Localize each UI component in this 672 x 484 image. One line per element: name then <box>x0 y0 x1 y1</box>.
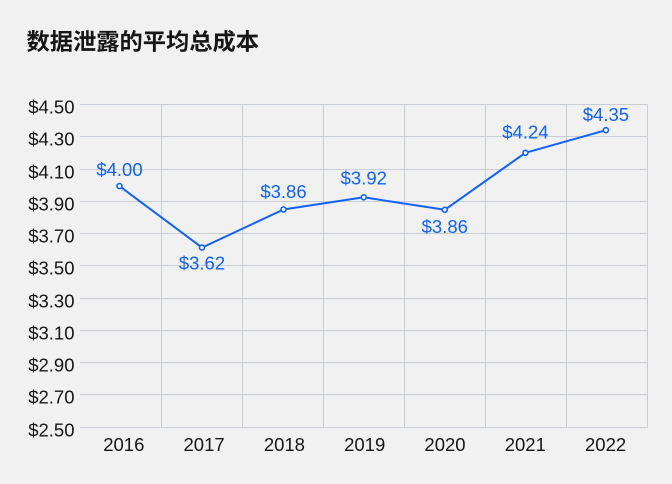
svg-text:$3.86: $3.86 <box>422 216 468 237</box>
svg-text:$3.10: $3.10 <box>28 322 74 343</box>
svg-text:$2.90: $2.90 <box>28 354 74 375</box>
svg-text:$3.62: $3.62 <box>179 252 225 273</box>
svg-text:$3.92: $3.92 <box>341 168 387 189</box>
svg-text:2021: 2021 <box>505 434 546 455</box>
svg-text:2017: 2017 <box>184 434 225 455</box>
svg-text:$4.35: $4.35 <box>583 104 629 125</box>
svg-text:2018: 2018 <box>264 434 305 455</box>
svg-text:$3.90: $3.90 <box>28 193 74 214</box>
svg-text:$3.70: $3.70 <box>28 225 74 246</box>
svg-text:$4.30: $4.30 <box>28 128 74 149</box>
svg-text:2016: 2016 <box>103 434 144 455</box>
svg-text:$4.10: $4.10 <box>28 161 74 182</box>
svg-text:$4.50: $4.50 <box>28 96 74 117</box>
svg-text:$2.50: $2.50 <box>28 419 74 440</box>
svg-text:2022: 2022 <box>585 434 626 455</box>
svg-text:2020: 2020 <box>424 434 465 455</box>
svg-text:$3.30: $3.30 <box>28 290 74 311</box>
svg-text:$2.70: $2.70 <box>28 386 74 407</box>
svg-text:$4.24: $4.24 <box>502 121 548 142</box>
svg-text:$4.00: $4.00 <box>96 159 142 180</box>
svg-text:$3.86: $3.86 <box>260 181 306 202</box>
svg-text:$3.50: $3.50 <box>28 257 74 278</box>
svg-text:2019: 2019 <box>344 434 385 455</box>
